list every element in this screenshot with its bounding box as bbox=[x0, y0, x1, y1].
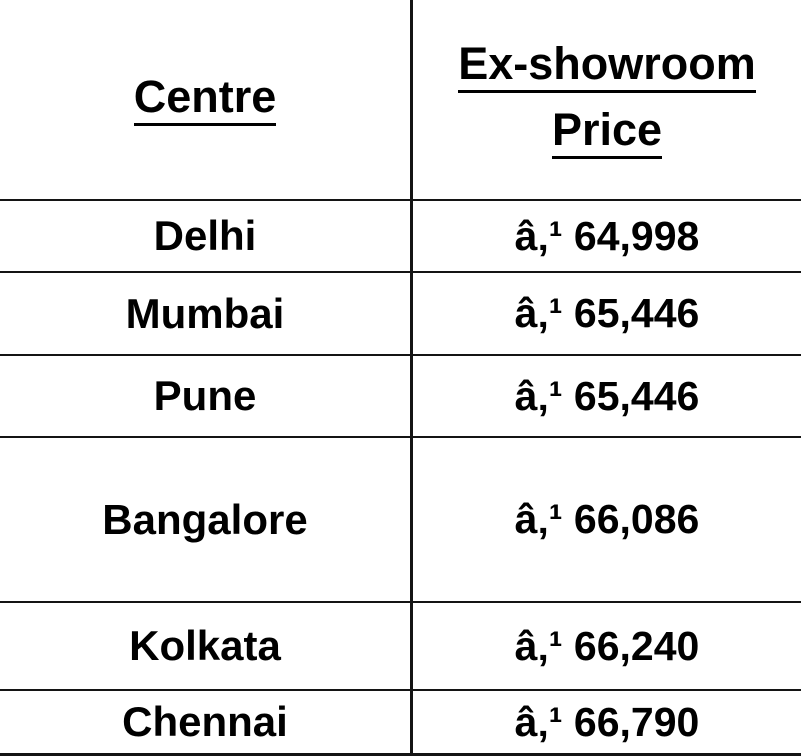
table-row-centre: Mumbai bbox=[0, 271, 413, 354]
price-value: â‚¹ 65,446 bbox=[514, 372, 700, 419]
table-row-price: â‚¹ 66,240 bbox=[413, 601, 801, 689]
centre-value: Mumbai bbox=[125, 289, 285, 337]
column-header-price: Ex-showroom Price bbox=[458, 41, 756, 159]
table-row-centre: Kolkata bbox=[0, 601, 413, 689]
table-row-price: â‚¹ 64,998 bbox=[413, 199, 801, 271]
header-cell-price: Ex-showroom Price bbox=[413, 0, 801, 199]
column-header-price-line1: Ex-showroom bbox=[458, 41, 756, 93]
table-row-centre: Pune bbox=[0, 354, 413, 436]
column-header-price-line2: Price bbox=[551, 107, 663, 159]
table-row-centre: Chennai bbox=[0, 689, 413, 756]
table-row-price: â‚¹ 65,446 bbox=[413, 354, 801, 436]
centre-value: Bangalore bbox=[102, 495, 308, 543]
centre-value: Pune bbox=[153, 372, 257, 419]
centre-value: Kolkata bbox=[129, 622, 281, 669]
price-value: â‚¹ 66,240 bbox=[514, 622, 700, 669]
price-value: â‚¹ 64,998 bbox=[514, 212, 700, 259]
header-cell-centre: Centre bbox=[0, 0, 413, 199]
table-row-centre: Delhi bbox=[0, 199, 413, 271]
table-row-centre: Bangalore bbox=[0, 436, 413, 601]
table-row-price: â‚¹ 66,790 bbox=[413, 689, 801, 756]
table-row-price: â‚¹ 66,086 bbox=[413, 436, 801, 601]
price-value: â‚¹ 65,446 bbox=[514, 290, 700, 336]
centre-value: Delhi bbox=[153, 212, 257, 259]
column-header-centre: Centre bbox=[133, 74, 277, 126]
price-value: â‚¹ 66,086 bbox=[514, 496, 700, 542]
centre-value: Chennai bbox=[122, 698, 288, 745]
price-value: â‚¹ 66,790 bbox=[514, 698, 700, 745]
table-row-price: â‚¹ 65,446 bbox=[413, 271, 801, 354]
